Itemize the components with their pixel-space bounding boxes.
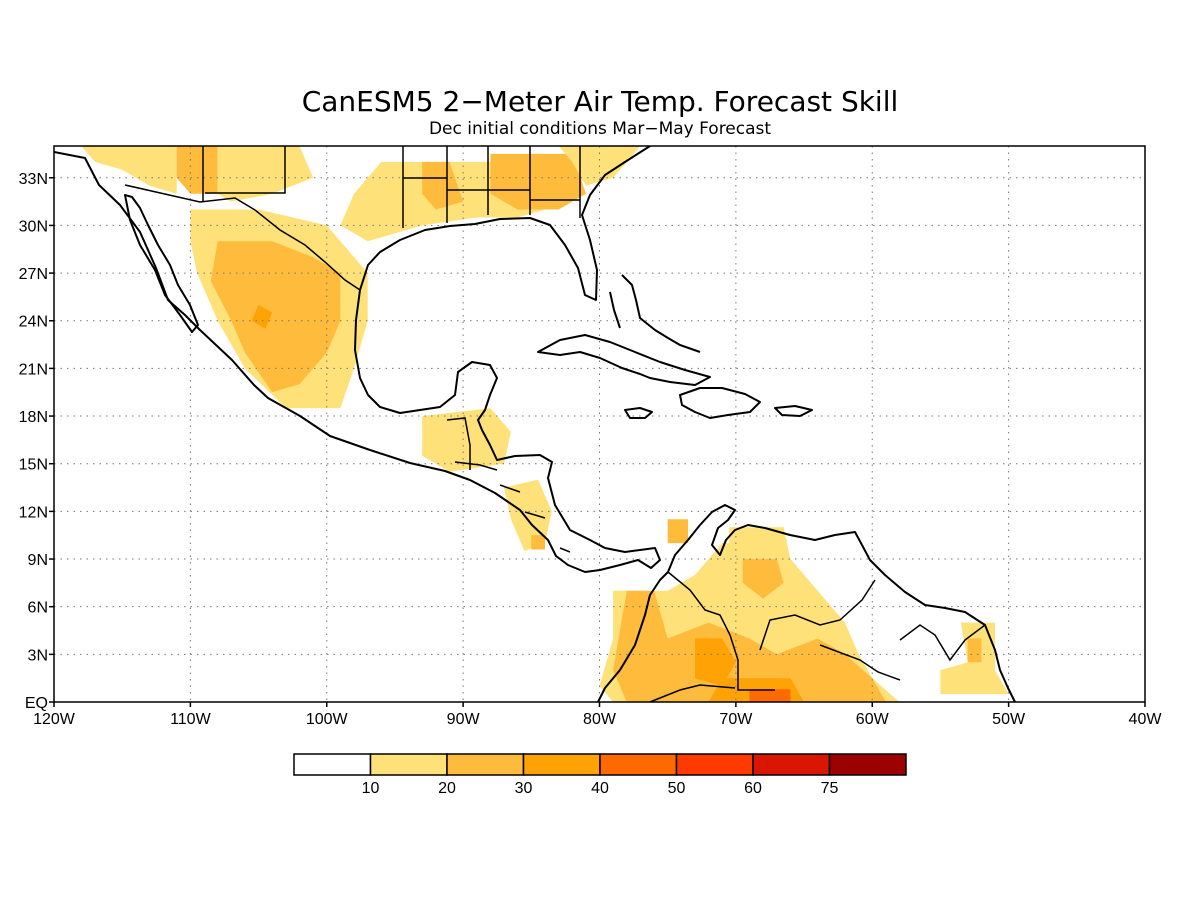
colorbar-swatch [522,753,601,776]
colorbar-label: 20 [438,780,456,797]
x-tick-label: 120W [33,711,76,728]
skill-region-8 [210,241,341,393]
bahamas-coastline [609,274,701,353]
x-tick-label: 60W [856,711,890,728]
colorbar-label: 75 [821,780,839,797]
us-mexico-border [124,184,361,291]
baja-california-coastline [124,194,199,333]
y-tick-label: 21N [19,361,48,378]
colorbar-swatch [293,753,372,776]
south-america-borders [649,571,986,702]
skill-region-14 [613,590,886,702]
y-tick-label: 30N [19,218,48,235]
colorbar-label: 30 [515,780,533,797]
colorbar-label: 50 [668,780,686,797]
skill-region-12 [531,535,545,550]
skill-region-20 [667,519,689,544]
x-tick-label: 110W [170,711,212,728]
north-america-coastline [54,146,661,573]
colorbar-swatch [828,753,907,776]
hispaniola-coastline [679,387,761,419]
skill-region-10 [422,408,511,472]
skill-region-15 [695,638,736,687]
south-america-coastline [597,504,1016,702]
y-tick-label: 24N [19,314,48,331]
latitude-axis: EQ 3N 6N 9N 12N 15N 18N 21N 24N 27N 30N 33N [19,171,54,712]
colorbar-label: 40 [591,780,609,797]
central-america-borders [446,417,571,553]
puerto-rico-coastline [774,405,813,417]
skill-region-5 [490,153,586,210]
chart-title: CanESM5 2−Meter Air Temp. Forecast Skill [302,85,899,118]
x-tick-label: 80W [583,711,617,728]
skill-shading-layer [81,146,1009,702]
skill-region-4 [422,161,464,210]
x-tick-label: 40W [1129,711,1163,728]
y-tick-label: 12N [19,504,48,521]
skill-region-2 [217,146,314,202]
us-state-borders [202,146,581,228]
skill-region-1 [176,146,218,194]
colorbar-swatch [599,753,678,776]
y-tick-label: 3N [28,647,48,664]
colorbar-legend: 10 20 30 40 50 60 75 [293,753,907,797]
skill-region-9 [251,304,273,329]
skill-region-17 [749,689,791,702]
coastlines-and-borders [54,146,1016,702]
x-tick-label: 100W [306,711,349,728]
y-tick-label: 15N [19,457,48,474]
map-panel [53,145,1146,703]
y-tick-label: 9N [28,552,48,569]
longitude-axis: 120W 110W 100W 90W 80W 70W 60W 50W 40W [33,702,1162,728]
skill-region-19 [742,559,784,599]
colorbar-swatch [446,753,525,776]
x-tick-label: 90W [447,711,481,728]
skill-region-0 [81,146,177,194]
skill-region-22 [967,638,982,663]
x-tick-label: 70W [719,711,753,728]
y-tick-label: 33N [19,171,48,188]
colorbar-label: 60 [744,780,762,797]
colorbar-label: 10 [362,780,380,797]
y-tick-label: 18N [19,409,48,426]
y-tick-label: 27N [19,266,48,283]
colorbar-swatch [752,753,831,776]
cuba-coastline [537,334,711,386]
jamaica-coastline [624,407,653,419]
colorbar-swatch [675,753,754,776]
colorbar-swatch [369,753,448,776]
chart-subtitle: Dec initial conditions Mar−May Forecast [429,119,771,139]
x-tick-label: 50W [992,711,1026,728]
y-tick-label: EQ [25,695,48,712]
y-tick-label: 6N [28,600,48,617]
